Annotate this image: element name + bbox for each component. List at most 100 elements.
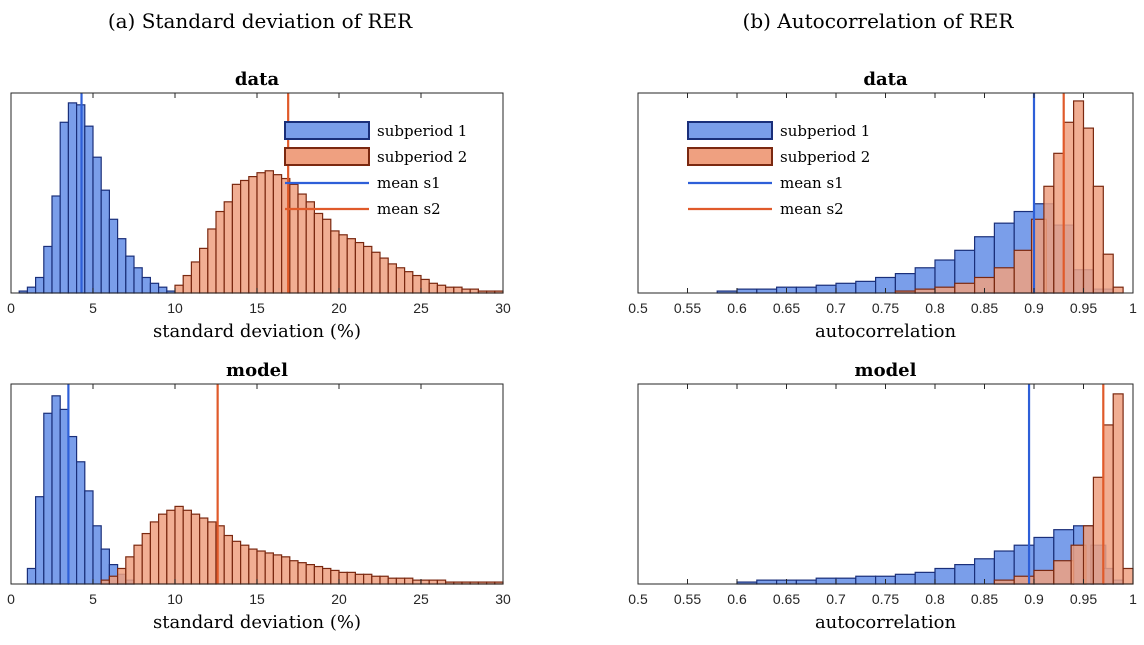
bar [934, 286, 956, 294]
legend-label: mean s1 [377, 174, 441, 192]
bar [313, 212, 324, 294]
bar [395, 577, 406, 585]
bar [133, 544, 143, 585]
panel-title: data [235, 69, 280, 90]
x-tick-label: 0.75 [872, 300, 899, 316]
bar [51, 395, 61, 585]
x-tick-label: 0.7 [826, 300, 846, 316]
bar [223, 201, 233, 294]
bar [330, 569, 340, 585]
bar [412, 579, 422, 585]
bar [92, 525, 102, 585]
bar [855, 280, 877, 294]
bar [34, 496, 45, 585]
bar [297, 562, 307, 585]
bar [379, 575, 389, 585]
x-tick-label: 25 [413, 300, 429, 316]
panel-title: model [226, 360, 288, 381]
bar [75, 461, 86, 585]
bar [379, 257, 389, 294]
bar [1072, 100, 1085, 294]
legend-label: mean s2 [780, 200, 844, 218]
bar [387, 577, 398, 585]
bar [272, 554, 283, 585]
x-tick-label: 0.65 [773, 300, 800, 316]
x-tick-label: 0.55 [674, 300, 701, 316]
bar [289, 560, 299, 585]
bar [835, 577, 857, 585]
x-tick-label: 0.95 [1070, 591, 1097, 607]
bar [116, 238, 127, 294]
x-tick-label: 1 [1129, 300, 1137, 316]
bar [84, 125, 94, 294]
panel-4: model 0.5 0.55 0.6 0.65 0.7 0.75 0.8 0.85 0.9 0.95… [628, 360, 1137, 633]
bar [166, 509, 176, 585]
bar [1112, 393, 1124, 585]
bar [1013, 575, 1035, 585]
bar [894, 573, 916, 585]
bar [34, 276, 45, 294]
legend-label: subperiod 1 [780, 122, 870, 140]
bar [289, 183, 299, 294]
bar [182, 509, 192, 585]
x-tick-label: 0.7 [826, 591, 846, 607]
x-tick-label: 25 [413, 591, 429, 607]
bar [420, 579, 430, 585]
x-tick-label: 15 [249, 591, 265, 607]
bar [894, 273, 916, 294]
bar [190, 513, 201, 585]
x-tick-label: 10 [167, 591, 183, 607]
bar [412, 274, 422, 294]
legend: subperiod 1 subperiod 2 mean s1 mean s2 [284, 121, 467, 218]
bar [993, 579, 1015, 585]
bar [43, 412, 53, 585]
bar [756, 579, 778, 585]
bar [305, 563, 316, 585]
bar [815, 577, 837, 585]
bar [149, 521, 160, 585]
bar [67, 102, 78, 294]
bar [371, 575, 381, 585]
bar [363, 573, 373, 585]
bar [993, 550, 1015, 585]
bar [1122, 567, 1134, 585]
bar [272, 174, 283, 294]
bar [223, 534, 233, 585]
legend-label: subperiod 2 [780, 148, 870, 166]
bar [428, 579, 439, 585]
x-tick-label: 30 [495, 591, 511, 607]
bar [404, 577, 414, 585]
x-tick-label: 0.75 [872, 591, 899, 607]
bar [133, 267, 143, 294]
legend-swatch [284, 121, 370, 140]
bar [1082, 525, 1094, 585]
bar [248, 548, 258, 585]
x-tick-label: 0.8 [925, 300, 945, 316]
bar [158, 513, 168, 585]
bar [240, 544, 250, 585]
bar [26, 286, 37, 294]
bar [141, 532, 151, 585]
col-title-b: (b) Autocorrelation of RER [743, 9, 1015, 33]
bar [1092, 476, 1104, 585]
bar [1053, 152, 1065, 294]
bar [914, 571, 936, 585]
x-tick-label: 0.85 [971, 591, 998, 607]
bar [795, 286, 817, 294]
bar [281, 556, 291, 585]
bar [59, 408, 70, 585]
bar [100, 548, 110, 585]
col-title-a: (a) Standard deviation of RER [108, 9, 413, 33]
bar [338, 571, 348, 585]
bar [199, 517, 209, 585]
x-tick-label: 5 [89, 591, 97, 607]
x-tick-label: 0.6 [727, 591, 747, 607]
bar [207, 521, 217, 585]
legend-swatch [284, 147, 370, 166]
bar [256, 172, 266, 294]
bar [125, 556, 135, 585]
x-tick-label: 0.9 [1024, 300, 1044, 316]
bar [354, 573, 365, 585]
bar [1033, 569, 1055, 585]
